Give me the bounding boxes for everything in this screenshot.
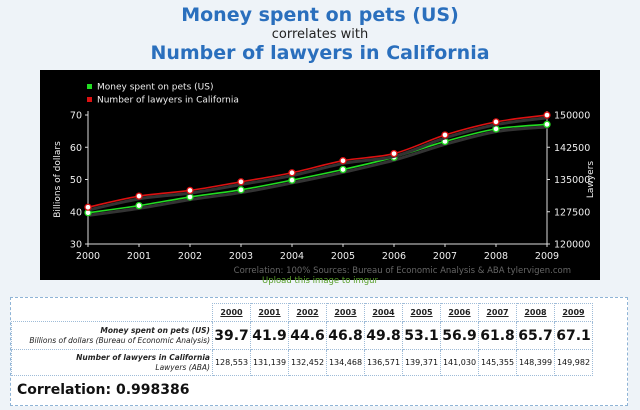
lawyers-data-point [441,131,449,139]
year-header-cell: 2007 [478,303,517,322]
lawyers-value-cell: 131,139 [250,349,289,376]
right-tick-label: 135000 [554,175,590,186]
x-tick-label: 2003 [229,251,253,262]
correlation-value: Correlation: 0.998386 [17,382,190,398]
row-title-lawyers: Number of lawyers in California [76,352,210,362]
row-label-pets: Money spent on pets (US) Billions of doll… [11,321,213,350]
right-tick-label: 127500 [554,207,590,218]
pets-value-cell: 46.8 [326,321,365,350]
data-table-panel: 2000 2001 2002 2003 2004 2005 2006 2007 2008 2009… [10,297,628,406]
chart-title-connector: correlates with [271,27,369,42]
left-tick-label: 50 [70,175,82,186]
year-header-cell: 2006 [440,303,479,322]
x-tick-label: 2000 [76,251,100,262]
lawyers-data-point [84,203,92,211]
row-subtitle-lawyers: Lawyers (ABA) [155,362,210,372]
pets-value-cell: 56.9 [440,321,479,350]
pets-series-line [87,123,548,214]
year-header-cell: 2008 [516,303,555,322]
x-tick-label: 2001 [127,251,151,262]
lawyers-series-line [87,114,548,209]
lawyers-value-cell: 132,452 [288,349,327,376]
table-row-lawyers: Number of lawyers in California Lawyers (… [11,349,593,376]
pets-value-cell: 67.1 [554,321,593,350]
lawyers-data-point [135,192,143,200]
upload-link[interactable]: Upload this image to imgur [261,276,379,286]
x-tick-label: 2009 [535,251,559,262]
legend-label-pets: Money spent on pets (US) [97,83,213,93]
lawyers-data-point [237,178,245,186]
lawyers-value-cell: 128,553 [212,349,251,376]
left-tick-label: 30 [70,240,82,251]
year-header-cell: 2005 [402,303,441,322]
lawyers-value-cell: 134,468 [326,349,365,376]
year-header-cell: 2002 [288,303,327,322]
lawyers-data-point [288,169,296,177]
x-tick-label: 2004 [280,251,304,262]
right-tick-label: 150000 [554,111,590,122]
table-corner [12,304,213,322]
lawyers-value-cell: 148,399 [516,349,555,376]
x-tick-label: 2002 [178,251,202,262]
lawyers-data-point [492,118,500,126]
lawyers-data-point [186,186,194,195]
pets-value-cell: 49.8 [364,321,403,350]
pets-series-shadow [89,125,549,217]
lawyers-value-cell: 149,982 [554,349,593,376]
lawyers-value-cell: 136,571 [364,349,403,376]
right-tick-label: 142500 [554,143,590,154]
x-tick-label: 2007 [433,251,457,262]
y2-axis-label: Lawyers [586,161,596,198]
line-chart: 30 40 50 60 70 120000 127500 135000 142500 150000… [40,70,600,280]
pets-data-point [543,120,551,129]
table-row-pets: Money spent on pets (US) Billions of doll… [11,321,593,350]
year-header-row: 2000 2001 2002 2003 2004 2005 2006 2007 2008 2009 [12,303,593,322]
pets-data-point [339,165,347,174]
left-tick-label: 60 [70,143,82,154]
lawyers-value-cell: 141,030 [440,349,479,376]
pets-data-point [492,125,500,133]
chart-title-series2: Number of lawyers in California [150,42,490,64]
pets-value-cell: 41.9 [250,321,289,350]
x-tick-label: 2006 [382,251,406,262]
data-table: 2000 2001 2002 2003 2004 2005 2006 2007 2008 2009… [11,303,593,376]
left-tick-label: 40 [70,207,82,218]
right-tick-label: 120000 [554,240,590,251]
x-tick-label: 2005 [331,251,355,262]
legend-swatch-lawyers [87,97,92,102]
row-subtitle-pets: Billions of dollars (Bureau of Economic … [29,335,210,345]
row-label-lawyers: Number of lawyers in California Lawyers (… [11,349,213,376]
lawyers-series-shadow [89,116,549,212]
lawyers-value-cell: 145,355 [478,349,517,376]
legend-label-lawyers: Number of lawyers in California [97,96,239,106]
legend-swatch-pets [87,84,92,89]
chart-title-series1: Money spent on pets (US) [181,4,459,26]
year-header-cell: 2001 [250,303,289,322]
year-header-cell: 2009 [554,303,593,322]
year-header-cell: 2003 [326,303,365,322]
y-axis-label: Billions of dollars [53,141,63,218]
year-header-cell: 2000 [212,303,251,322]
left-tick-label: 70 [70,111,82,122]
lawyers-data-point [543,111,551,119]
lawyers-value-cell: 139,371 [402,349,441,376]
pets-data-point [135,201,143,210]
lawyers-data-point [390,149,398,158]
pets-value-cell: 61.8 [478,321,517,350]
chart-source-footer: Correlation: 100% Sources: Bureau of Eco… [234,266,571,276]
pets-value-cell: 65.7 [516,321,555,350]
year-header-cell: 2004 [364,303,403,322]
pets-value-cell: 44.6 [288,321,327,350]
pets-data-point [237,186,245,194]
pets-value-cell: 53.1 [402,321,441,350]
row-title-pets: Money spent on pets (US) [100,325,210,335]
x-tick-label: 2008 [484,251,508,262]
pets-data-point [288,176,296,184]
pets-value-cell: 39.7 [212,321,251,350]
lawyers-data-point [339,157,347,165]
